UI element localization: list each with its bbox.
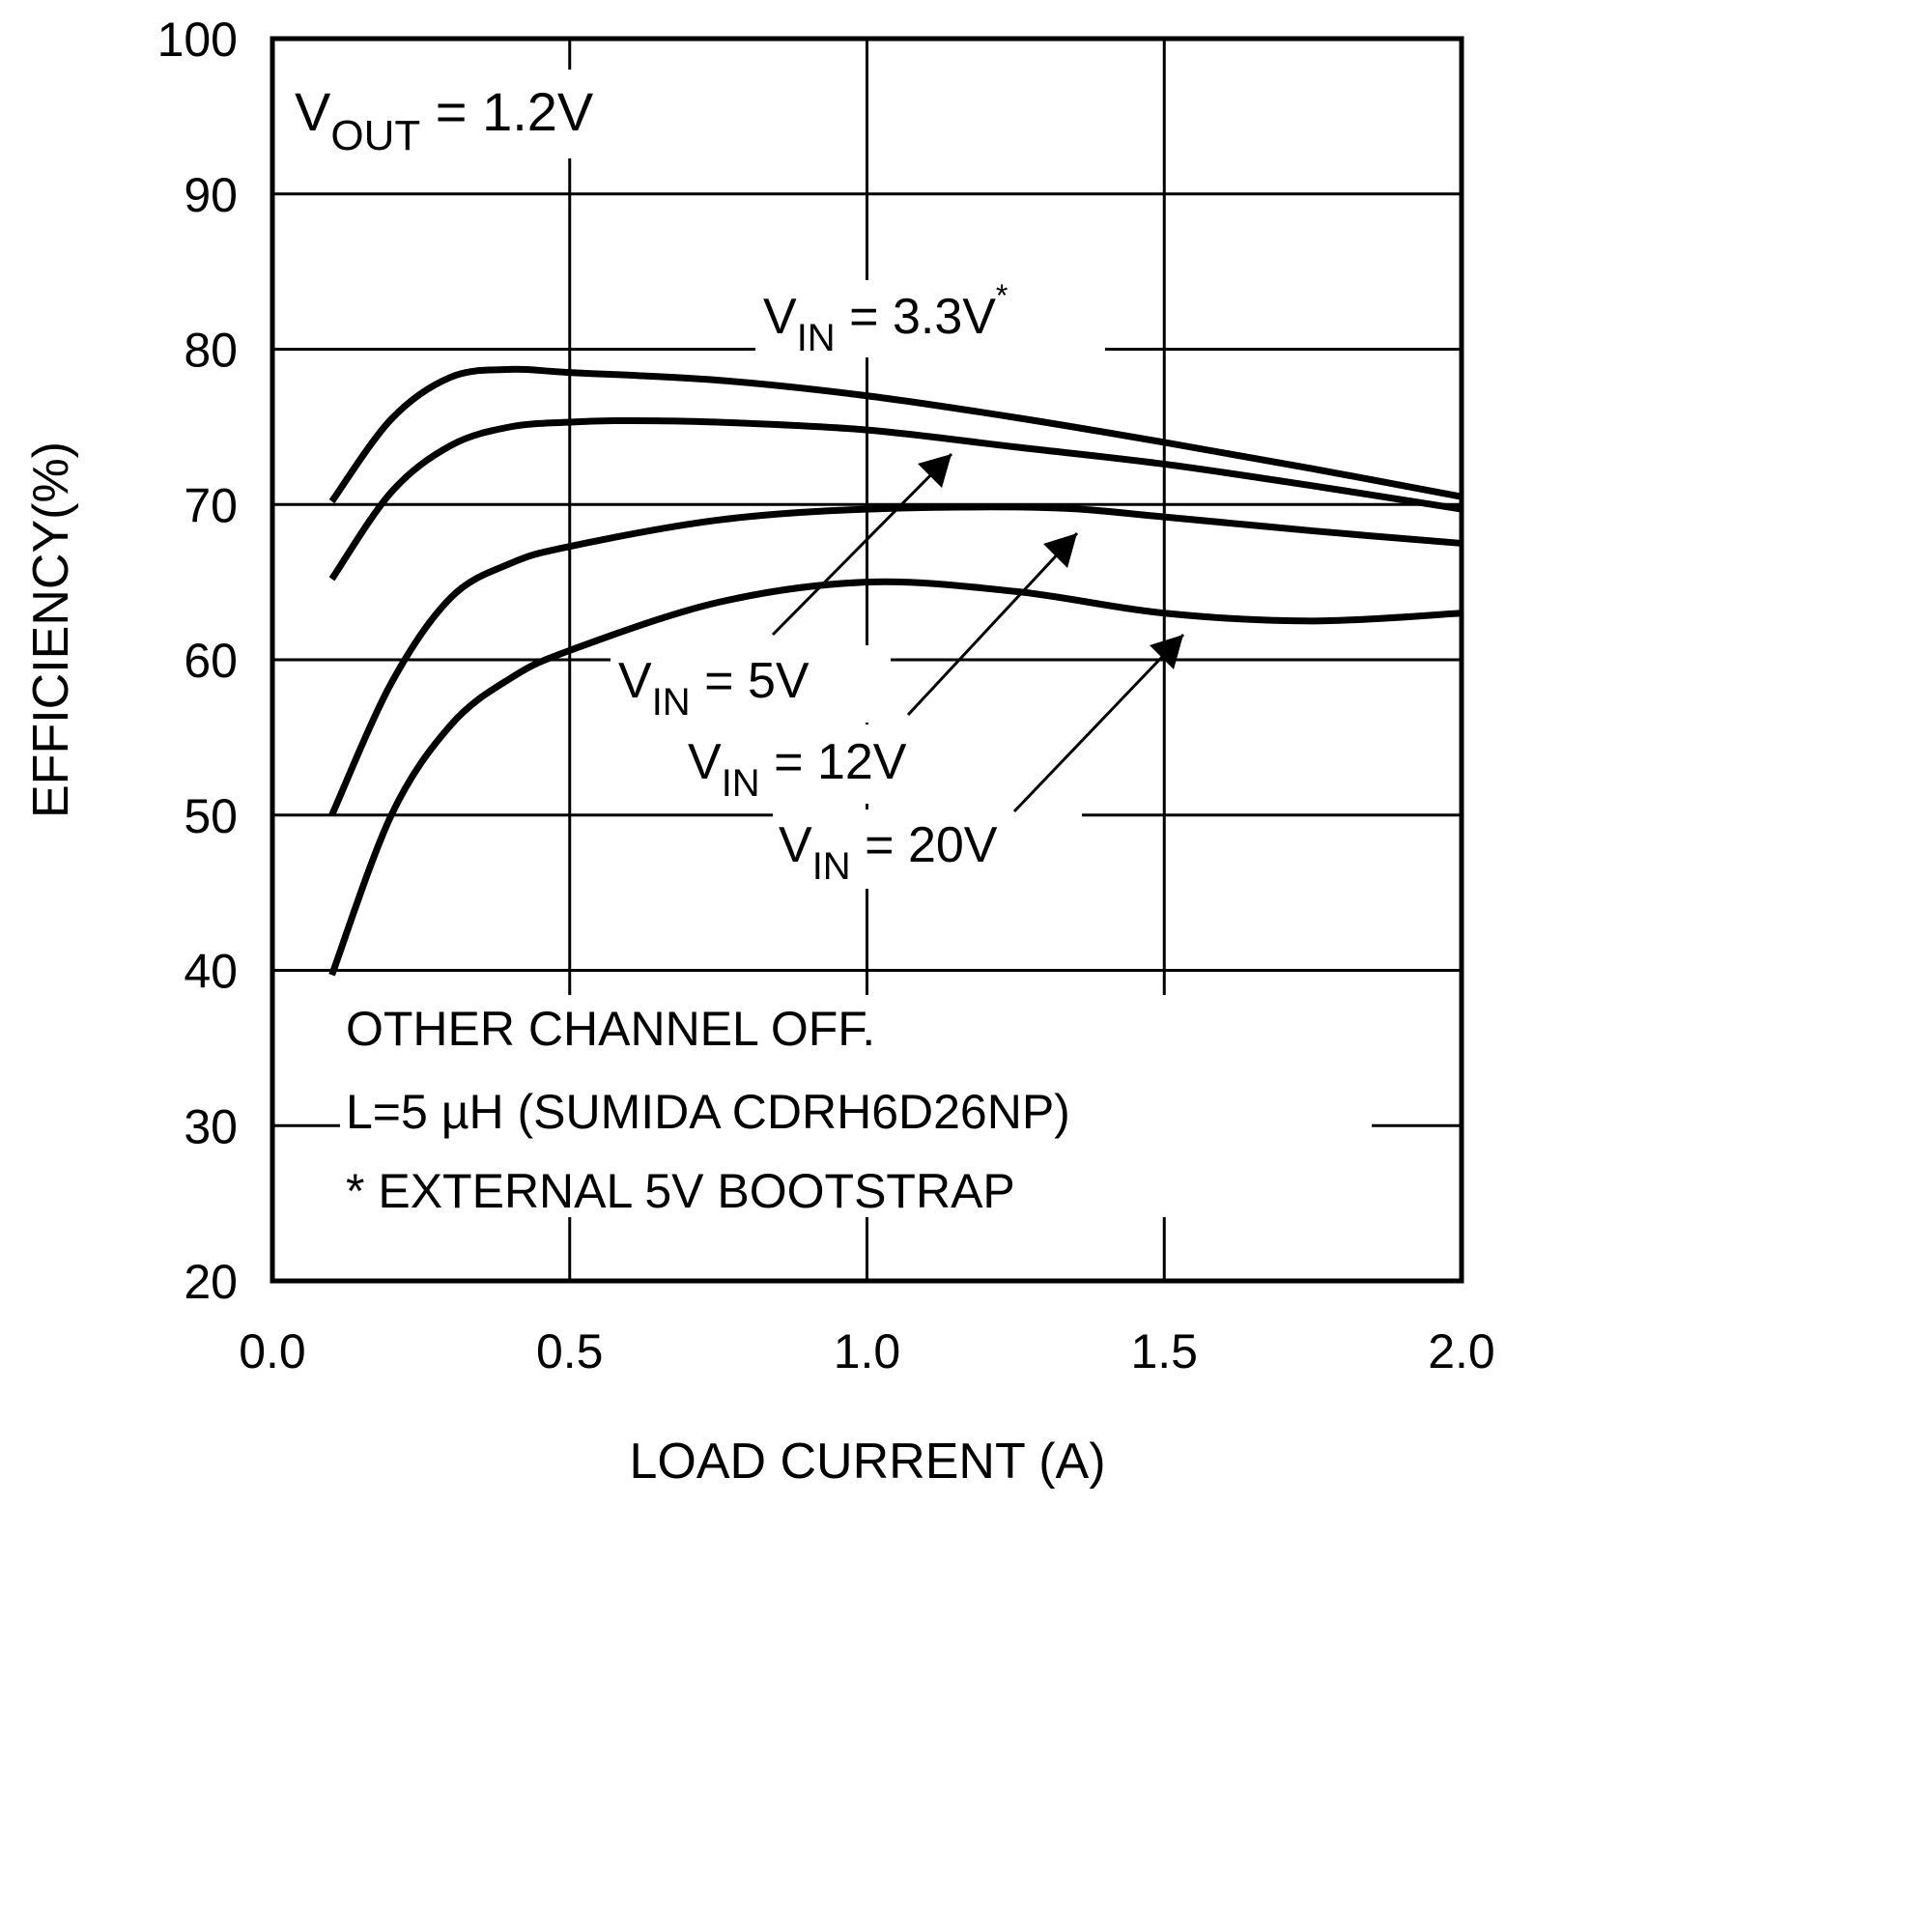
arrow-12v	[906, 531, 1079, 717]
y-tick-label: 30	[184, 1099, 238, 1153]
arrow-5v	[771, 452, 953, 637]
series-label-12v: VIN = 12V	[688, 734, 907, 805]
y-tick-label: 70	[184, 478, 238, 532]
x-tick-label: 1.0	[834, 1324, 901, 1378]
arrow-20v	[1012, 633, 1185, 813]
x-tick-label: 2.0	[1428, 1324, 1495, 1378]
y-axis-label: EFFICIENCY(%)	[23, 441, 79, 818]
arrowhead-5v	[918, 454, 952, 488]
series-label-5v: VIN = 5V	[618, 653, 810, 724]
y-tick-label: 20	[184, 1255, 238, 1309]
label-bg	[773, 810, 1082, 889]
series-label-3v3: VIN = 3.3V*	[763, 278, 1008, 359]
efficiency-chart: 20 30 40 50 60 70 80 90 100 0.0 0.5 1.0 1.5 2.0 VIN …	[23, 13, 1495, 1490]
x-tick-label: 0.5	[536, 1324, 604, 1378]
series-line-1	[328, 416, 1463, 582]
y-tick-label: 90	[184, 168, 238, 222]
vout-annotation: VOUT = 1.2V	[295, 81, 594, 159]
x-tick-label: 1.5	[1130, 1324, 1198, 1378]
series-line-2	[328, 503, 1463, 817]
arrowhead-12v	[1043, 533, 1077, 568]
series-line-3	[328, 578, 1463, 977]
y-tick-label: 100	[157, 13, 238, 67]
x-axis-label: LOAD CURRENT (A)	[629, 1434, 1105, 1490]
note-line-2: L=5 µH (SUMIDA CDRH6D26NP)	[346, 1085, 1070, 1139]
label-bg	[755, 280, 1105, 357]
label-bg	[681, 724, 990, 804]
y-tick-label: 80	[184, 324, 238, 378]
note-bg	[340, 995, 1372, 1217]
y-tick-label: 40	[184, 945, 238, 999]
y-tick-label: 60	[184, 634, 238, 688]
x-tick-label: 0.0	[239, 1324, 306, 1378]
series-label-20v: VIN = 20V	[779, 817, 998, 888]
y-tick-labels: 20 30 40 50 60 70 80 90 100	[157, 13, 238, 1309]
y-tick-label: 50	[184, 789, 238, 843]
x-tick-labels: 0.0 0.5 1.0 1.5 2.0	[239, 1324, 1495, 1378]
note-line-1: OTHER CHANNEL OFF.	[346, 1002, 875, 1056]
note-line-3: * EXTERNAL 5V BOOTSTRAP	[346, 1164, 1015, 1218]
label-bg	[285, 70, 681, 158]
series-lines	[328, 365, 1463, 977]
label-bg	[611, 645, 891, 723]
arrowhead-20v	[1150, 635, 1183, 669]
series-line-0	[328, 365, 1463, 504]
plot-frame	[270, 36, 1464, 1284]
